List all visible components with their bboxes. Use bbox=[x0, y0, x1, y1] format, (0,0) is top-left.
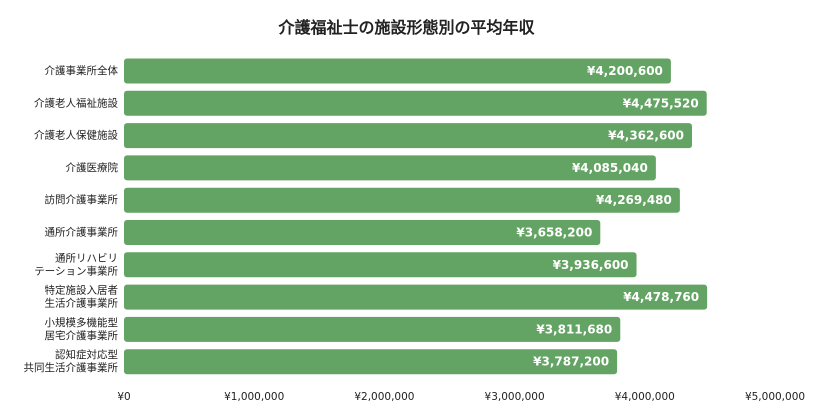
category-label: 介護事業所全体 bbox=[45, 64, 119, 77]
x-tick-label: ¥2,000,000 bbox=[354, 391, 414, 403]
category-label: 共同生活介護事業所 bbox=[24, 361, 119, 374]
x-tick-label: ¥4,000,000 bbox=[615, 391, 675, 403]
category-label: 特定施設入居者 bbox=[45, 284, 119, 297]
bar bbox=[124, 155, 656, 181]
bar bbox=[124, 187, 680, 213]
bar-value-label: ¥3,811,680 bbox=[536, 322, 612, 336]
category-label: 訪問介護事業所 bbox=[45, 193, 119, 206]
x-tick-label: ¥5,000,000 bbox=[745, 391, 805, 403]
bar-value-label: ¥3,936,600 bbox=[553, 258, 629, 272]
category-label: 介護老人福祉施設 bbox=[34, 96, 118, 109]
bar bbox=[124, 252, 637, 278]
x-tick-label: ¥3,000,000 bbox=[485, 391, 545, 403]
bar-value-label: ¥4,200,600 bbox=[587, 64, 663, 78]
bar-value-label: ¥3,787,200 bbox=[533, 355, 609, 369]
bar bbox=[124, 90, 707, 116]
chart-title: 介護福祉士の施設形態別の平均年収 bbox=[278, 18, 535, 37]
category-label: 介護老人保健施設 bbox=[34, 129, 118, 142]
bar bbox=[124, 123, 693, 149]
bar-value-label: ¥4,478,760 bbox=[623, 290, 699, 304]
category-label: 居宅介護事業所 bbox=[45, 329, 119, 342]
bar bbox=[124, 58, 671, 84]
bar-value-label: ¥3,658,200 bbox=[516, 226, 592, 240]
category-label: テーション事業所 bbox=[34, 264, 118, 277]
bar bbox=[124, 316, 621, 342]
category-label: 認知症対応型 bbox=[55, 348, 118, 361]
bar bbox=[124, 284, 708, 310]
x-tick-label: ¥1,000,000 bbox=[224, 391, 284, 403]
category-label: 介護医療院 bbox=[66, 161, 119, 174]
bar-value-label: ¥4,269,480 bbox=[596, 193, 672, 207]
category-label: 小規模多機能型 bbox=[45, 316, 119, 329]
bar bbox=[124, 220, 601, 245]
x-tick-label: ¥0 bbox=[117, 391, 130, 403]
bar-value-label: ¥4,085,040 bbox=[572, 161, 648, 175]
bar bbox=[124, 349, 618, 375]
bar-value-label: ¥4,362,600 bbox=[608, 129, 684, 143]
category-label: 通所リハビリ bbox=[55, 252, 118, 264]
category-label: 生活介護事業所 bbox=[45, 297, 119, 310]
category-label: 通所介護事業所 bbox=[45, 226, 119, 239]
bar-value-label: ¥4,475,520 bbox=[623, 96, 699, 110]
